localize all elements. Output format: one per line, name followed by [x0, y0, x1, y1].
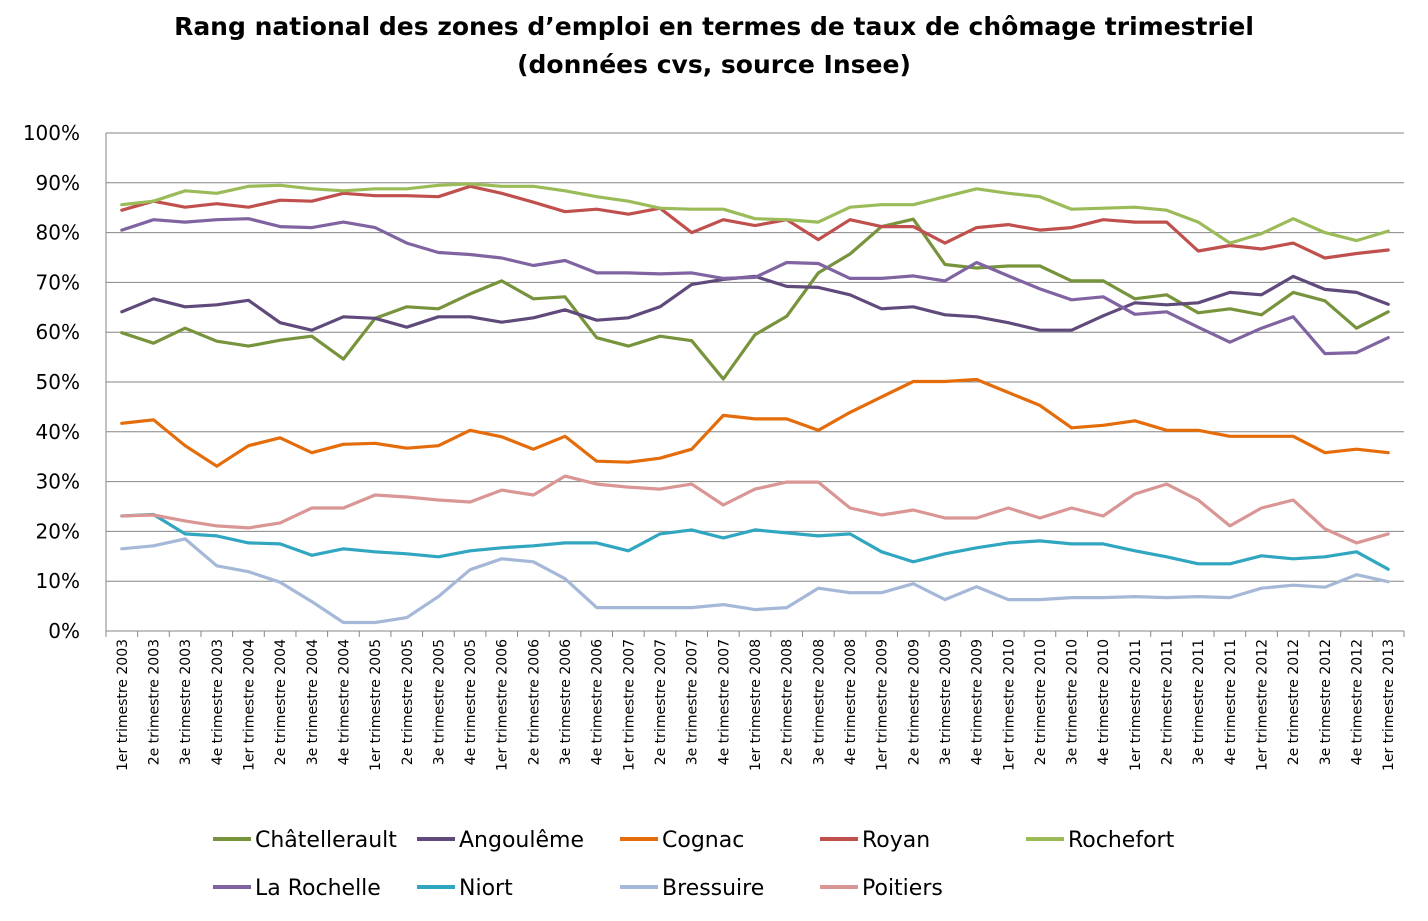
x-tick-label: 2e trimestre 2006 [526, 639, 542, 765]
series-line [120, 182, 1390, 245]
y-tick-label: 20% [36, 519, 80, 543]
y-tick-label: 30% [36, 470, 80, 494]
y-tick-label: 70% [36, 270, 80, 294]
legend-label: Cognac [662, 828, 744, 853]
x-tick-label: 3e trimestre 2003 [178, 639, 194, 765]
x-tick-label: 2e trimestre 2003 [146, 639, 162, 765]
x-tick-label: 2e trimestre 2007 [653, 639, 669, 765]
y-tick-label: 100% [23, 121, 80, 145]
y-tick-label: 90% [36, 171, 80, 195]
legend-item: Cognac [620, 828, 744, 853]
x-tick-label: 4e trimestre 2011 [1223, 639, 1239, 765]
x-tick-label: 4e trimestre 2005 [463, 639, 479, 765]
legend-item: Rochefort [1026, 828, 1175, 853]
x-tick-label: 3e trimestre 2005 [431, 639, 447, 765]
x-tick-label: 2e trimestre 2009 [906, 639, 922, 765]
x-tick-label: 3e trimestre 2009 [938, 639, 954, 765]
series-line [120, 512, 1390, 571]
legend-item: La Rochelle [213, 876, 381, 901]
x-tick-label: 4e trimestre 2007 [716, 639, 732, 765]
series-line [120, 474, 1390, 545]
legend-label: Royan [862, 828, 930, 853]
x-tick-label: 3e trimestre 2008 [811, 639, 827, 765]
x-tick-label: 4e trimestre 2008 [843, 639, 859, 765]
x-tick-label: 2e trimestre 2011 [1160, 639, 1176, 765]
x-tick-label: 2e trimestre 2005 [400, 639, 416, 765]
x-tick-label: 1er trimestre 2012 [1255, 639, 1271, 771]
x-tick-label: 3e trimestre 2010 [1065, 639, 1081, 765]
x-tick-label: 3e trimestre 2011 [1191, 639, 1207, 765]
series-line [120, 217, 1390, 381]
x-tick-label: 2e trimestre 2012 [1286, 639, 1302, 765]
x-tick-label: 1er trimestre 2008 [748, 639, 764, 771]
x-tick-label: 4e trimestre 2010 [1096, 639, 1112, 765]
x-tick-label: 1er trimestre 2003 [115, 639, 131, 771]
legend-item: Royan [820, 828, 930, 853]
x-tick-label: 1er trimestre 2007 [621, 639, 637, 771]
x-tick-label: 4e trimestre 2004 [336, 639, 352, 765]
y-tick-label: 50% [36, 370, 80, 394]
legend-label: Châtellerault [255, 828, 397, 853]
legend-label: La Rochelle [255, 876, 381, 901]
x-tick-label: 2e trimestre 2004 [273, 639, 289, 765]
legend-label: Poitiers [862, 876, 943, 901]
series-line [120, 184, 1390, 260]
series-line [120, 217, 1390, 356]
chart-subtitle: (données cvs, source Insee) [517, 50, 911, 79]
x-tick-label: 4e trimestre 2006 [590, 639, 606, 765]
y-tick-label: 10% [36, 569, 80, 593]
x-tick-label: 1er trimestre 2011 [1128, 639, 1144, 771]
legend-label: Rochefort [1068, 828, 1175, 853]
y-tick-label: 0% [48, 619, 80, 643]
x-tick-label: 1er trimestre 2006 [495, 639, 511, 771]
legend-item: Angoulême [417, 828, 584, 853]
legend-item: Bressuire [620, 876, 764, 901]
y-tick-label: 80% [36, 221, 80, 245]
legend-item: Niort [417, 876, 513, 901]
x-tick-label: 3e trimestre 2007 [685, 639, 701, 765]
x-tick-label: 1er trimestre 2005 [368, 639, 384, 771]
legend-label: Niort [459, 876, 513, 901]
x-tick-label: 1er trimestre 2009 [875, 639, 891, 771]
chart-title: Rang national des zones d’emploi en term… [0, 8, 1428, 84]
x-tick-label: 1er trimestre 2013 [1381, 639, 1397, 771]
x-tick-label: 1er trimestre 2004 [241, 639, 257, 771]
legend-label: Bressuire [662, 876, 764, 901]
chart-title-line1: Rang national des zones d’emploi en term… [174, 12, 1254, 41]
x-tick-label: 3e trimestre 2012 [1318, 639, 1334, 765]
x-tick-label: 4e trimestre 2012 [1350, 639, 1366, 765]
legend-label: Angoulême [459, 828, 584, 853]
x-tick-label: 4e trimestre 2009 [970, 639, 986, 765]
x-tick-label: 3e trimestre 2006 [558, 639, 574, 765]
x-tick-label: 3e trimestre 2004 [305, 639, 321, 765]
series-line [120, 274, 1390, 332]
series-line [120, 537, 1390, 625]
x-tick-label: 1er trimestre 2010 [1001, 639, 1017, 771]
legend-item: Poitiers [820, 876, 943, 901]
y-tick-label: 60% [36, 320, 80, 344]
x-tick-label: 2e trimestre 2008 [780, 639, 796, 765]
x-tick-label: 2e trimestre 2010 [1033, 639, 1049, 765]
legend-item: Châtellerault [213, 828, 397, 853]
y-tick-label: 40% [36, 420, 80, 444]
series-line [120, 377, 1390, 468]
x-tick-label: 4e trimestre 2003 [210, 639, 226, 765]
